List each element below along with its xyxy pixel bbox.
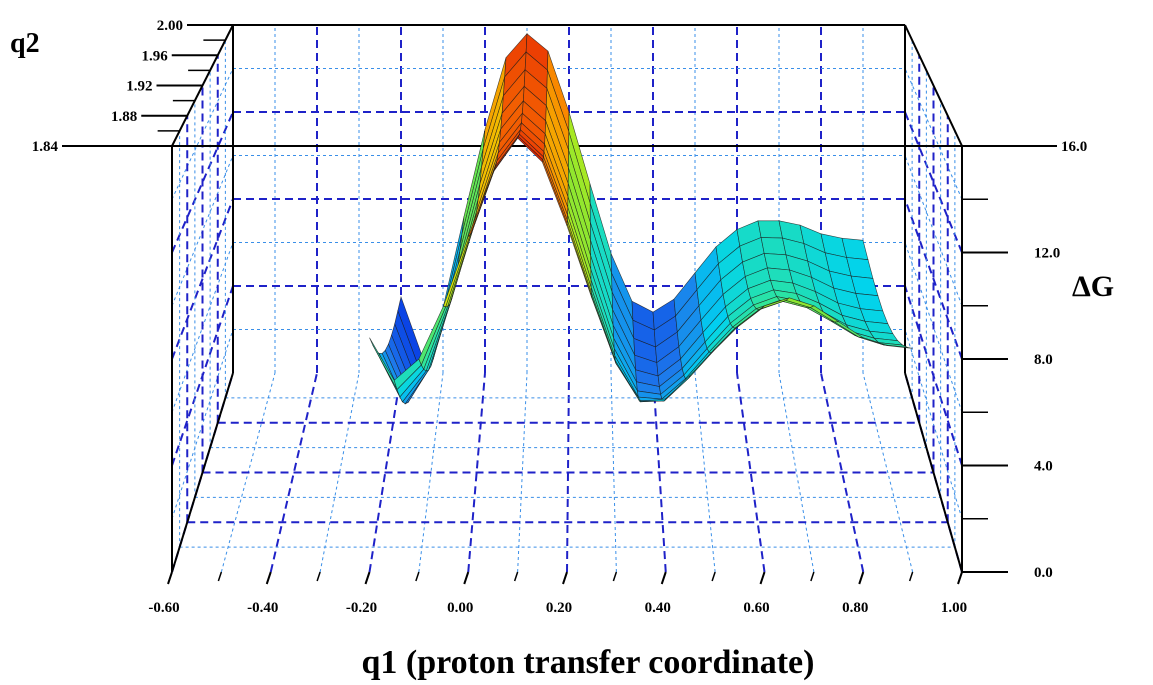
right-wall-grid-line [904,329,963,519]
q1-tick-mark [364,571,371,585]
floor-grid-line [269,372,318,573]
q1-tick-mark [612,571,618,582]
q1-tick-mark [908,571,914,582]
dG-tick-label: 16.0 [1061,139,1087,155]
dG-axis-title: ΔG [1072,270,1114,303]
q1-tick-mark [858,571,865,585]
q1-tick-mark [217,571,223,582]
floor-grid-line [652,372,667,573]
q2-tick-label: 1.84 [32,139,59,155]
surface-cell [883,344,913,349]
q1-tick-label: 0.00 [447,600,473,616]
q2-tick-label: 2.00 [157,18,183,34]
floor-grid-line [736,372,766,573]
q1-tick-mark [711,571,716,582]
surface-cell [457,166,482,267]
q1-tick-label: -0.20 [346,600,377,616]
dG-tick-label: 8.0 [1034,352,1053,368]
plot-box-edge [904,372,963,573]
left-wall-grid [171,40,234,548]
left-wall-grid-line [171,198,234,360]
floor-grid-line [319,372,360,573]
q1-tick-mark [265,571,272,585]
q1-tick-label: -0.40 [247,600,278,616]
q1-tick-mark [415,571,420,582]
q2-axis-ticks: 1.84 1.88 1.92 1.96 2.00 [32,18,233,155]
q1-tick-label: 1.00 [941,600,967,616]
left-wall-grid-line [171,329,234,519]
dG-tick-label: 4.0 [1034,459,1053,475]
surface-cell [423,304,450,372]
surface-cell [420,306,449,370]
dG-tick-label: 0.0 [1034,565,1053,581]
surface-cell [763,253,790,271]
energy-surface-mesh [369,32,913,405]
q1-tick-mark [759,571,766,585]
q1-tick-mark [463,571,470,585]
right-wall-grid [904,40,963,548]
q1-tick-mark [316,571,321,582]
floor-grid-line [368,372,402,573]
q1-tick-mark [957,571,963,585]
plot-box-edge [171,372,234,573]
surface-cell [760,237,787,256]
q1-tick-label: -0.60 [148,600,179,616]
floor-grid-line [862,372,914,573]
q1-tick-label: 0.40 [645,600,671,616]
q1-tick-mark [810,571,815,582]
dG-tick-label: 12.0 [1034,246,1060,262]
q2-tick-label: 1.92 [126,79,152,95]
q1-axis-ticks: -0.60 -0.40 -0.20 0.00 0.20 0.40 0.60 0.80 1.00 [148,571,967,616]
q2-axis-title: q2 [10,28,40,59]
surface-cell [757,220,783,239]
q1-tick-mark [167,571,173,585]
q1-tick-mark [513,571,519,582]
right-wall-grid-line [904,198,963,360]
q1-axis-title: q1 (proton transfer coordinate) [362,644,815,681]
q1-tick-label: 0.60 [743,600,769,616]
floor-grid-line [778,372,815,573]
floor-grid-line [820,372,865,573]
q2-tick-label: 1.96 [142,48,169,64]
q1-tick-label: 0.80 [842,600,868,616]
q1-tick-mark [660,571,667,585]
surface-cell [443,234,471,308]
q1-tick-label: 0.20 [546,600,572,616]
floor-grid [171,372,963,573]
floor-grid-line [467,372,486,573]
dG-axis-ticks: 0.0 4.0 8.0 12.0 16.0 [962,139,1087,581]
plot-box-edge [904,24,963,147]
floor-grid-line [566,372,570,573]
q1-tick-mark [562,571,568,585]
q2-tick-label: 1.88 [111,109,137,125]
